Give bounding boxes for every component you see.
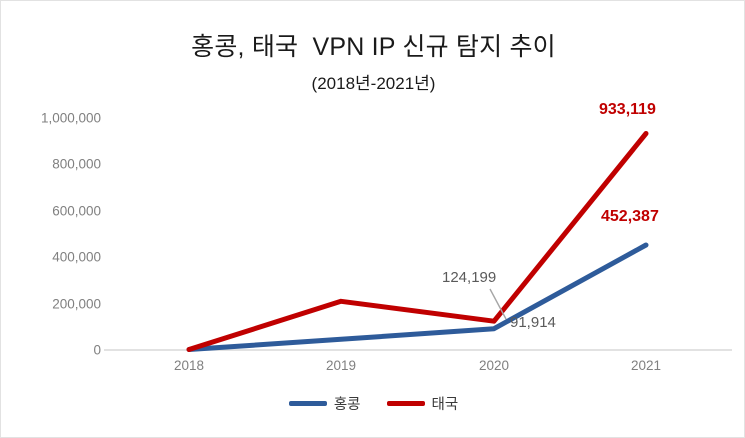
line-series-thailand	[186, 131, 649, 352]
y-axis-tick-400000: 400,000	[52, 249, 101, 265]
chart-title: 홍콩, 태국 VPN IP 신규 탐지 추이	[191, 33, 556, 61]
y-axis: 1,000,000 800,000 600,000 400,000 200,00…	[9, 1, 101, 437]
y-axis-tick-0: 0	[93, 342, 101, 358]
y-axis-tick-800000: 800,000	[52, 156, 101, 172]
x-axis-tick-2021: 2021	[630, 358, 662, 373]
y-axis-tick-600000: 600,000	[52, 203, 101, 219]
x-axis-tick-2020: 2020	[478, 358, 510, 373]
legend-swatch-icon-thailand	[386, 401, 425, 406]
line-series-hongkong	[186, 242, 649, 352]
data-label-452387: 452,387	[601, 208, 659, 225]
legend: 홍콩 태국	[1, 393, 744, 414]
legend-swatch-icon-hongkong	[288, 401, 327, 406]
y-axis-tick-200000: 200,000	[52, 296, 101, 312]
leader-line-124199	[489, 288, 507, 320]
y-axis-tick-1000000: 1,000,000	[40, 110, 101, 126]
legend-item-hongkong[interactable]: 홍콩	[288, 393, 361, 414]
data-label-933119: 933,119	[599, 101, 656, 118]
legend-item-thailand[interactable]: 태국	[386, 393, 459, 414]
data-label-91914: 91,914	[510, 314, 556, 331]
chart-subtitle: (2018년-2021년)	[311, 74, 436, 93]
legend-label-hongkong: 홍콩	[333, 397, 361, 413]
data-label-124199: 124,199	[442, 269, 497, 286]
x-axis-tick-2019: 2019	[325, 358, 357, 373]
legend-label-thailand: 태국	[431, 397, 459, 413]
x-axis-tick-2018: 2018	[173, 358, 205, 373]
